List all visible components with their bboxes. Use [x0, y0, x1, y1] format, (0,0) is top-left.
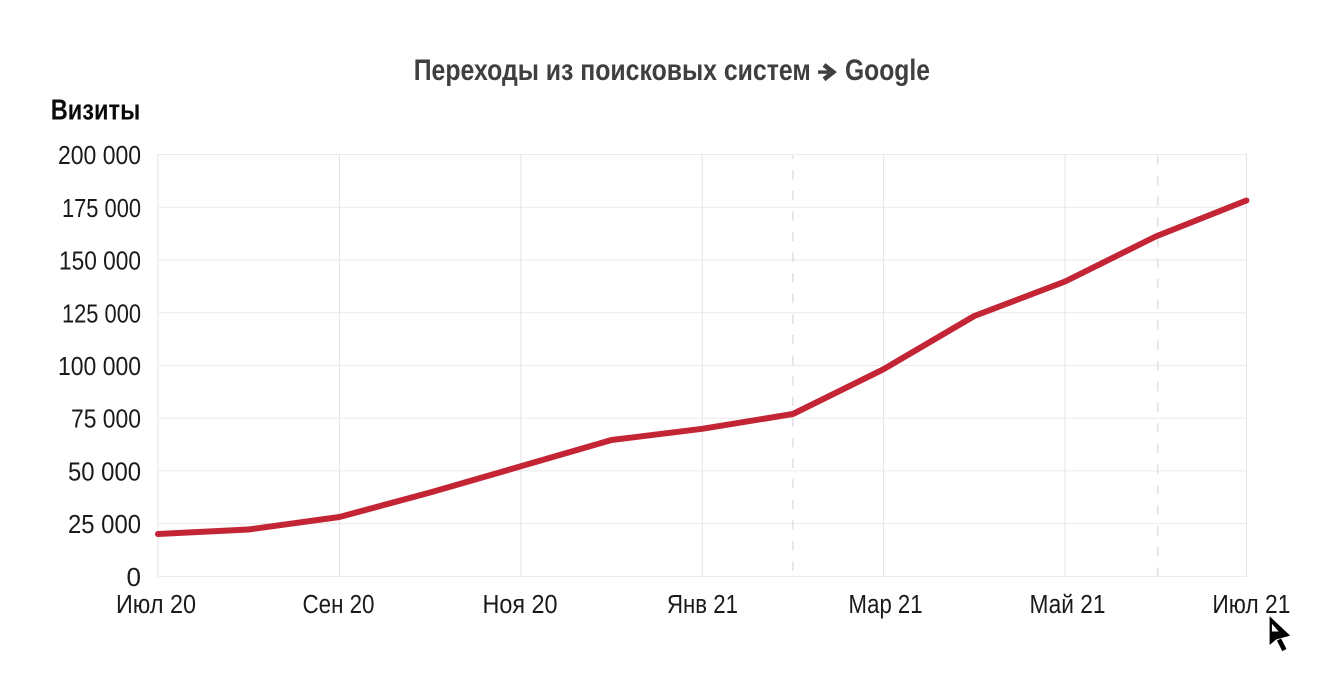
svg-text:200 000: 200 000 [58, 140, 141, 170]
svg-text:0: 0 [127, 562, 141, 592]
svg-text:100 000: 100 000 [58, 351, 141, 381]
svg-text:50 000: 50 000 [68, 457, 141, 487]
svg-text:Ноя 20: Ноя 20 [483, 591, 558, 619]
svg-text:Переходы из поисковых систем: Переходы из поисковых систем [414, 54, 811, 87]
svg-text:75 000: 75 000 [71, 404, 141, 434]
svg-text:125 000: 125 000 [62, 298, 141, 328]
svg-text:Май 21: Май 21 [1030, 591, 1106, 619]
svg-text:175 000: 175 000 [62, 193, 141, 223]
svg-text:Июл 21: Июл 21 [1212, 591, 1290, 619]
svg-text:Янв 21: Янв 21 [667, 591, 738, 619]
svg-text:Июл 20: Июл 20 [116, 591, 196, 619]
svg-text:150 000: 150 000 [59, 246, 141, 276]
svg-text:Google: Google [845, 54, 930, 87]
svg-text:Визиты: Визиты [51, 95, 141, 127]
svg-text:25 000: 25 000 [68, 509, 141, 539]
svg-text:Сен 20: Сен 20 [303, 591, 375, 619]
svg-text:Мар 21: Мар 21 [849, 591, 923, 619]
